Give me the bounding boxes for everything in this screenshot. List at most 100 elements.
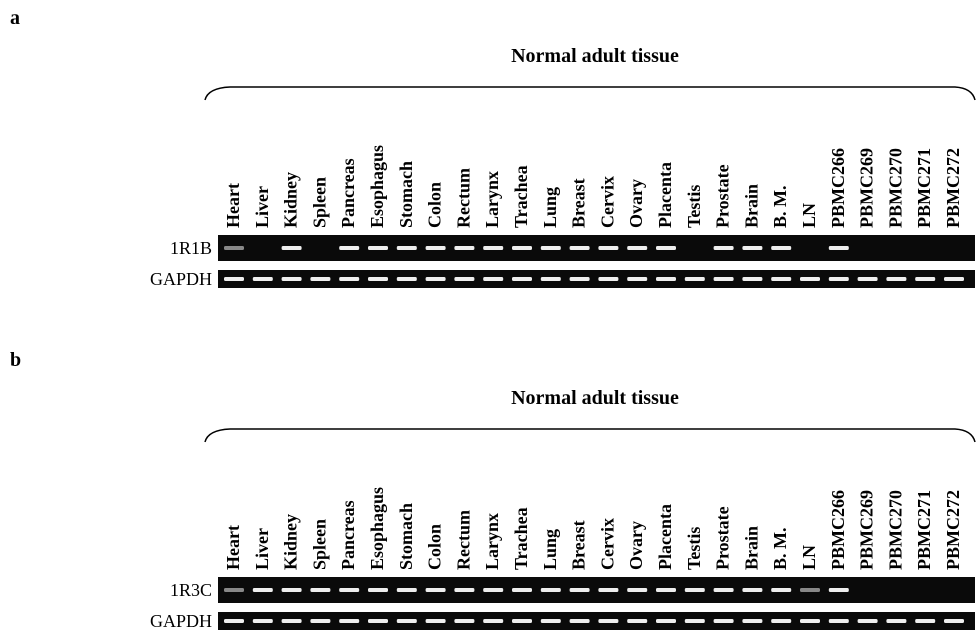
lane-label: PBMC271	[914, 148, 934, 228]
band	[570, 246, 590, 250]
band	[771, 588, 791, 592]
band	[541, 246, 561, 250]
band	[224, 277, 244, 281]
lane-label: Breast	[569, 178, 589, 228]
lane-label: Stomach	[396, 161, 416, 228]
lane-label: PBMC269	[857, 490, 877, 570]
lane-label: PBMC272	[943, 148, 963, 228]
band	[829, 277, 849, 281]
band	[426, 246, 446, 250]
band	[426, 277, 446, 281]
band	[656, 277, 676, 281]
band	[714, 619, 734, 623]
band	[570, 277, 590, 281]
band	[454, 619, 474, 623]
band	[570, 619, 590, 623]
band	[800, 277, 820, 281]
lane-label: PBMC271	[914, 490, 934, 570]
lane-label: B. M.	[770, 186, 790, 229]
band	[253, 588, 273, 592]
band	[714, 588, 734, 592]
band	[656, 619, 676, 623]
band	[714, 277, 734, 281]
lane-label: PBMC269	[857, 148, 877, 228]
band	[310, 588, 330, 592]
row-label: 1R3C	[170, 580, 212, 600]
band	[282, 588, 302, 592]
band	[397, 588, 417, 592]
band	[771, 619, 791, 623]
lane-label: Prostate	[713, 506, 733, 570]
lane-label: Lung	[540, 529, 560, 570]
lane-label: PBMC270	[885, 148, 905, 228]
lane-label: Larynx	[482, 171, 502, 228]
band	[339, 246, 359, 250]
band	[397, 277, 417, 281]
lane-label: PBMC270	[885, 490, 905, 570]
lane-label: Spleen	[309, 519, 329, 570]
band	[627, 277, 647, 281]
band	[915, 619, 935, 623]
panel-label: b	[10, 349, 21, 371]
band	[541, 277, 561, 281]
lane-label: Brain	[741, 526, 761, 570]
band	[339, 277, 359, 281]
bracket	[205, 429, 975, 442]
band	[598, 246, 618, 250]
band	[915, 277, 935, 281]
band	[454, 588, 474, 592]
band	[829, 619, 849, 623]
lane-label: Kidney	[281, 514, 301, 570]
lane-label: Rectum	[453, 510, 473, 570]
bracket	[205, 87, 975, 100]
band	[771, 246, 791, 250]
band	[426, 619, 446, 623]
figure: a Normal adult tissue Heart Liver Kidney Sple…	[0, 0, 978, 639]
band	[541, 588, 561, 592]
band	[483, 277, 503, 281]
band	[858, 277, 878, 281]
lane-label: Ovary	[626, 179, 646, 228]
lane-label: Esophagus	[367, 487, 387, 570]
gel-strip	[218, 235, 975, 261]
band	[339, 619, 359, 623]
band	[310, 277, 330, 281]
lane-label: Testis	[684, 527, 704, 570]
row-label: 1R1B	[170, 238, 212, 258]
lane-label: Larynx	[482, 513, 502, 570]
band	[771, 277, 791, 281]
panel-title: Normal adult tissue	[511, 387, 679, 409]
band	[627, 588, 647, 592]
band	[224, 619, 244, 623]
lane-label: Liver	[252, 186, 272, 228]
band	[512, 619, 532, 623]
lane-label: Heart	[223, 183, 243, 228]
band	[397, 246, 417, 250]
band	[282, 246, 302, 250]
band	[282, 619, 302, 623]
lane-label: Colon	[425, 524, 445, 570]
lane-label: Placenta	[655, 162, 675, 228]
lane-label: Brain	[741, 184, 761, 228]
band	[944, 619, 964, 623]
panel-title: Normal adult tissue	[511, 45, 679, 67]
panel-label: a	[10, 7, 20, 29]
lane-label: Esophagus	[367, 145, 387, 228]
band	[310, 619, 330, 623]
lane-label: Spleen	[309, 177, 329, 228]
band	[368, 246, 388, 250]
band	[800, 619, 820, 623]
band	[829, 246, 849, 250]
band	[627, 246, 647, 250]
lane-label: B. M.	[770, 528, 790, 571]
band	[944, 277, 964, 281]
band	[339, 588, 359, 592]
band	[685, 588, 705, 592]
lane-label: Stomach	[396, 503, 416, 570]
lane-label: Breast	[569, 520, 589, 570]
band	[627, 619, 647, 623]
band	[253, 619, 273, 623]
band	[426, 588, 446, 592]
lane-label: Pancreas	[338, 500, 358, 570]
